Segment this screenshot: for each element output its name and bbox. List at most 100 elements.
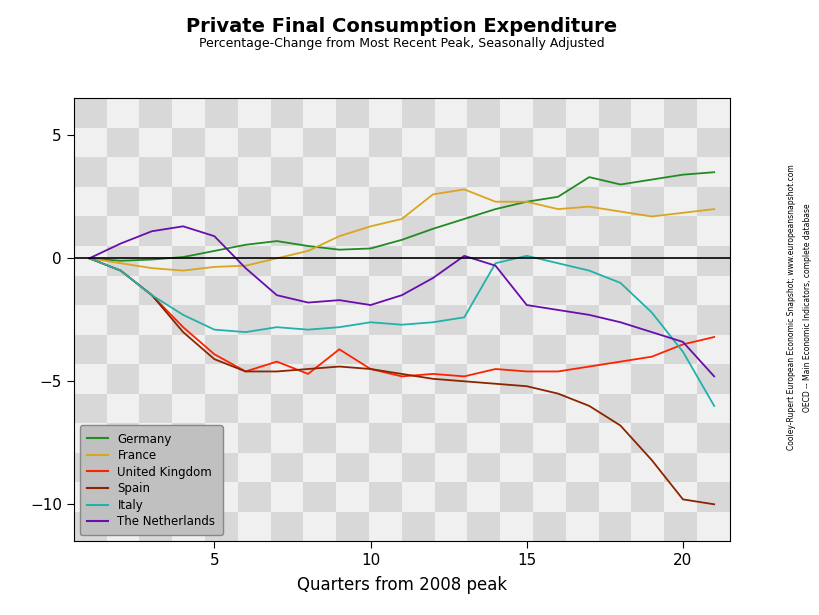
Bar: [74, 157, 106, 187]
Bar: [532, 394, 565, 423]
Bar: [532, 423, 565, 453]
Bar: [565, 335, 598, 364]
Bar: [434, 246, 467, 276]
Line: Italy: Italy: [89, 256, 713, 406]
Line: Spain: Spain: [89, 258, 713, 504]
Bar: [598, 69, 631, 98]
Bar: [729, 246, 762, 276]
Bar: [729, 276, 762, 305]
Bar: [467, 98, 500, 128]
Bar: [434, 157, 467, 187]
Bar: [336, 423, 369, 453]
Bar: [238, 423, 270, 453]
Bar: [238, 98, 270, 128]
United Kingdom: [178, 323, 188, 331]
Bar: [106, 482, 139, 512]
Italy: [552, 260, 562, 267]
Bar: [238, 216, 270, 246]
Bar: [401, 157, 434, 187]
Bar: [303, 98, 336, 128]
Spain: [334, 363, 344, 370]
Bar: [663, 305, 696, 335]
Bar: [270, 423, 303, 453]
Germany: [178, 253, 188, 261]
Bar: [369, 512, 401, 541]
United Kingdom: [428, 370, 437, 378]
Bar: [74, 394, 106, 423]
Bar: [74, 482, 106, 512]
Text: Cooley-Rupert European Economic Snapshot; www.europeansnapshot.com: Cooley-Rupert European Economic Snapshot…: [786, 165, 794, 450]
Bar: [106, 423, 139, 453]
Bar: [729, 187, 762, 216]
Bar: [172, 69, 205, 98]
Bar: [631, 128, 663, 157]
Spain: [646, 456, 656, 464]
Bar: [336, 276, 369, 305]
Bar: [663, 364, 696, 394]
Bar: [500, 187, 532, 216]
Bar: [139, 246, 172, 276]
Bar: [205, 187, 238, 216]
France: [521, 198, 531, 205]
Line: Germany: Germany: [89, 172, 713, 261]
Germany: [303, 242, 313, 250]
Bar: [565, 453, 598, 482]
Bar: [401, 394, 434, 423]
Bar: [696, 453, 729, 482]
Bar: [729, 216, 762, 246]
Bar: [434, 187, 467, 216]
Bar: [434, 69, 467, 98]
United Kingdom: [147, 292, 156, 299]
France: [241, 262, 251, 269]
Bar: [696, 276, 729, 305]
Bar: [500, 246, 532, 276]
Bar: [238, 453, 270, 482]
Spain: [521, 383, 531, 390]
Bar: [172, 216, 205, 246]
Bar: [598, 482, 631, 512]
France: [84, 255, 94, 262]
United Kingdom: [708, 333, 718, 341]
The Netherlands: [115, 240, 125, 247]
Bar: [238, 394, 270, 423]
France: [303, 247, 313, 255]
France: [459, 186, 468, 193]
Bar: [500, 216, 532, 246]
Bar: [631, 335, 663, 364]
Bar: [74, 453, 106, 482]
Bar: [631, 216, 663, 246]
Bar: [696, 187, 729, 216]
United Kingdom: [584, 363, 594, 370]
Bar: [565, 512, 598, 541]
Bar: [369, 157, 401, 187]
Bar: [565, 69, 598, 98]
Bar: [467, 157, 500, 187]
Bar: [532, 69, 565, 98]
Bar: [205, 453, 238, 482]
The Netherlands: [272, 292, 282, 299]
Bar: [565, 157, 598, 187]
Bar: [205, 423, 238, 453]
Spain: [209, 355, 219, 363]
Bar: [205, 98, 238, 128]
Bar: [139, 364, 172, 394]
Bar: [139, 216, 172, 246]
Bar: [401, 335, 434, 364]
Germany: [334, 246, 344, 253]
Germany: [115, 257, 125, 264]
The Netherlands: [84, 255, 94, 262]
Text: Percentage-Change from Most Recent Peak, Seasonally Adjusted: Percentage-Change from Most Recent Peak,…: [199, 37, 604, 50]
Bar: [565, 187, 598, 216]
Bar: [696, 512, 729, 541]
Bar: [74, 364, 106, 394]
Line: France: France: [89, 189, 713, 271]
Bar: [663, 187, 696, 216]
France: [552, 205, 562, 213]
Bar: [401, 216, 434, 246]
Germany: [209, 247, 219, 255]
Italy: [677, 348, 687, 355]
Italy: [396, 321, 406, 328]
Bar: [729, 157, 762, 187]
Bar: [663, 246, 696, 276]
Spain: [552, 390, 562, 397]
